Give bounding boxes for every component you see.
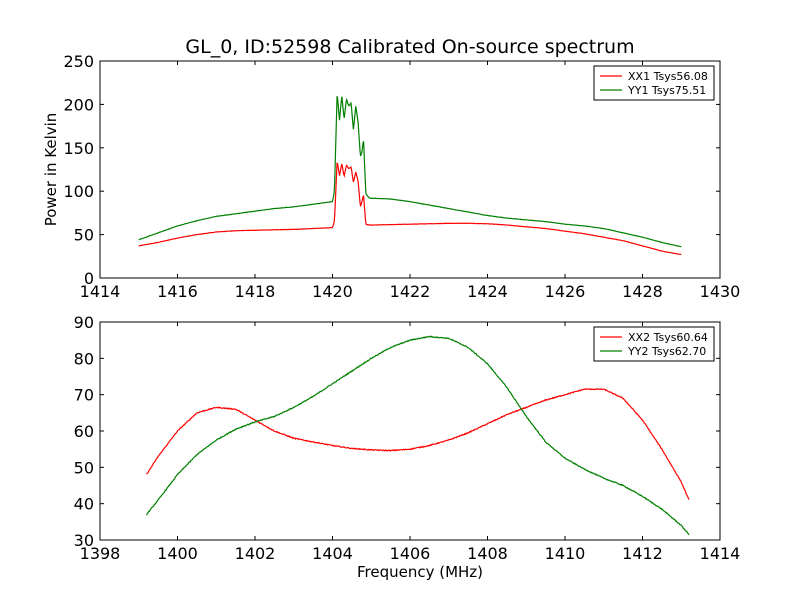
y-tick-label: 90 xyxy=(74,313,94,332)
x-tick-label: 1410 xyxy=(545,544,586,563)
y-tick-label: 60 xyxy=(74,422,94,441)
x-tick-label: 1398 xyxy=(80,544,121,563)
x-tick-label: 1420 xyxy=(312,282,353,301)
legend-entry: XX2 Tsys60.64 xyxy=(628,331,708,344)
x-tick-label: 1404 xyxy=(312,544,353,563)
y-tick-label: 80 xyxy=(74,349,94,368)
x-tick-label: 1426 xyxy=(545,282,586,301)
x-tick-label: 1414 xyxy=(80,282,121,301)
series-line-xx2 xyxy=(146,388,690,500)
legend-box xyxy=(593,65,715,101)
legend-entry: YY1 Tsys75.51 xyxy=(627,84,706,97)
x-tick-label: 1422 xyxy=(390,282,431,301)
y-tick-label: 30 xyxy=(74,531,94,550)
y-axis-label: Power in Kelvin xyxy=(42,113,60,227)
top-spectrum-panel: 1414 1416 1418 1420 1422 1424 1426 1428 1430 0 50 1… xyxy=(42,52,740,301)
x-tick-label: 1428 xyxy=(622,282,663,301)
y-tick-label: 100 xyxy=(63,182,94,201)
y-tick-label: 50 xyxy=(74,226,94,245)
legend-entry: XX1 Tsys56.08 xyxy=(628,70,708,83)
x-tick-label: 1406 xyxy=(390,544,431,563)
bottom-spectrum-panel: 1398 1400 1402 1404 1406 1408 1410 1412 1414 30 40… xyxy=(74,313,741,581)
x-tick-label: 1424 xyxy=(467,282,508,301)
y-tick-label: 0 xyxy=(84,269,94,288)
y-tick-label: 250 xyxy=(63,52,94,71)
y-tick-label: 70 xyxy=(74,386,94,405)
x-tick-label: 1414 xyxy=(700,544,741,563)
y-tick-label: 50 xyxy=(74,458,94,477)
x-tick-label: 1418 xyxy=(235,282,276,301)
x-axis-label: Frequency (MHz) xyxy=(357,563,483,581)
x-tick-label: 1430 xyxy=(700,282,741,301)
x-tick-label: 1402 xyxy=(235,544,276,563)
y-tick-label: 40 xyxy=(74,495,94,514)
y-tick-label: 200 xyxy=(63,95,94,114)
series-line-yy2 xyxy=(145,335,690,536)
series-line-yy1 xyxy=(138,96,682,248)
figure-title: GL_0, ID:52598 Calibrated On-source spec… xyxy=(185,36,634,58)
legend-entry: YY2 Tsys62.70 xyxy=(627,345,706,358)
y-tick-label: 150 xyxy=(63,139,94,158)
legend-box xyxy=(593,326,715,362)
x-tick-label: 1412 xyxy=(622,544,663,563)
series-line-xx1 xyxy=(138,162,682,256)
x-tick-label: 1408 xyxy=(467,544,508,563)
x-tick-label: 1400 xyxy=(157,544,198,563)
x-tick-label: 1416 xyxy=(157,282,198,301)
